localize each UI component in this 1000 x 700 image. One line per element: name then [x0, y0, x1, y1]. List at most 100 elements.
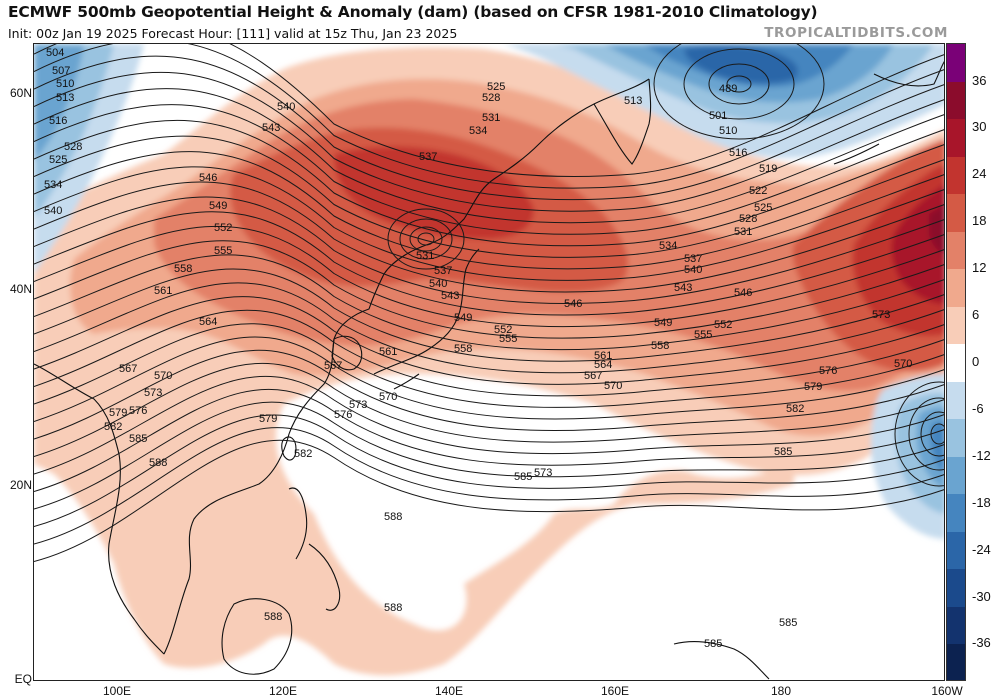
contour-label: 531 [734, 226, 752, 238]
contour-label: 573 [534, 467, 552, 479]
height-contour-line [34, 72, 944, 212]
lat-label-eq: EQ [14, 672, 32, 686]
contour-label: 555 [499, 333, 517, 345]
colorbar-segment [947, 569, 965, 608]
height-contour-line [34, 240, 944, 339]
colorbar-segment [947, 419, 965, 458]
colorbar-tick-label: 24 [972, 166, 987, 182]
colorbar-segment [947, 231, 965, 271]
chart-subtitle: Init: 00z Jan 19 2025 Forecast Hour: [11… [8, 26, 458, 41]
height-contour-line [34, 211, 944, 316]
height-contour-line [34, 414, 944, 527]
colorbar-segment [947, 606, 965, 646]
contour-label: 555 [694, 329, 712, 341]
coastline-kamchatka [593, 78, 652, 165]
colorbar-segment [947, 381, 965, 421]
coastline-philippines [288, 487, 341, 611]
height-contour-line [34, 375, 944, 475]
height-contour-line [34, 151, 944, 270]
contour-label: 579 [109, 407, 127, 419]
contour-label: 588 [264, 611, 282, 623]
contour-label: 546 [199, 172, 217, 184]
lon-label-100e: 100E [102, 684, 132, 698]
height-contour-ring [894, 381, 944, 487]
contour-label: 582 [294, 448, 312, 460]
contour-label: 570 [154, 370, 172, 382]
height-contour-ring [683, 48, 795, 120]
colorbar-segment [947, 119, 965, 158]
contour-label: 516 [49, 115, 67, 127]
height-contour-line [34, 120, 944, 247]
colorbar-segment [947, 44, 965, 83]
contour-label: 516 [729, 147, 747, 159]
contour-label: 558 [174, 263, 192, 275]
contour-label: 528 [64, 141, 82, 153]
contour-label: 582 [786, 403, 804, 415]
colorbar-tick-label: 18 [972, 213, 987, 229]
height-contour-line [34, 427, 944, 545]
anomaly-shading [34, 44, 944, 676]
contour-label: 561 [379, 346, 397, 358]
colorbar-tick-label: 30 [972, 119, 987, 135]
height-contour-line [34, 104, 944, 235]
contour-label: 525 [487, 81, 505, 93]
contour-label: 543 [674, 282, 692, 294]
contour-label: 504 [46, 47, 64, 59]
contour-label: 537 [419, 151, 437, 163]
colorbar-tick-label: -18 [972, 494, 991, 510]
height-anomaly-map: 5045075105135165255285345405465495525555… [34, 44, 944, 680]
coastline-alaska [833, 60, 944, 165]
contour-label: 519 [759, 163, 777, 175]
height-contour-line [34, 55, 944, 201]
height-contour-line [34, 44, 944, 178]
contour-label: 567 [119, 363, 137, 375]
coastline-borneo [221, 598, 293, 675]
contour-label: 561 [594, 350, 612, 362]
lon-label-120e: 120E [268, 684, 298, 698]
height-contour-ring [399, 218, 453, 260]
contour-label: 528 [482, 92, 500, 104]
colorbar-tick-label: -12 [972, 447, 991, 463]
height-contour-line [34, 44, 944, 189]
contour-label: 549 [209, 200, 227, 212]
lat-label-40n: 40N [9, 282, 32, 296]
contour-label: 531 [416, 250, 434, 262]
contour-label: 579 [259, 413, 277, 425]
contour-label: 546 [734, 287, 752, 299]
contour-label: 540 [44, 205, 62, 217]
contour-label: 543 [441, 290, 459, 302]
contour-label: 534 [469, 125, 487, 137]
contour-label: 588 [384, 511, 402, 523]
contour-label: 489 [719, 83, 737, 95]
brand-watermark: TROPICALTIDBITS.COM [764, 25, 948, 41]
contour-label: 585 [514, 471, 532, 483]
contour-label: 576 [334, 409, 352, 421]
contour-label: 552 [714, 319, 732, 331]
contour-label: 525 [49, 154, 67, 166]
height-contour-line [34, 254, 944, 351]
contour-label: 585 [704, 638, 722, 650]
colorbar-segment [947, 156, 965, 196]
colorbar-tick-label: 6 [972, 307, 980, 323]
contour-label: 507 [52, 65, 70, 77]
contour-label: 585 [129, 433, 147, 445]
colorbar-tick-label: 0 [972, 354, 980, 369]
contour-label: 534 [659, 240, 677, 252]
contour-label: 585 [774, 446, 792, 458]
contour-label: 537 [434, 265, 452, 277]
height-contour-line [34, 323, 944, 408]
contour-label: 564 [594, 359, 612, 371]
coastline-asia-east [34, 78, 650, 655]
contour-label: 582 [104, 421, 122, 433]
colorbar-segment [947, 306, 965, 346]
height-contour-line [34, 88, 944, 224]
lon-label-160e: 160E [600, 684, 630, 698]
contour-label: 570 [604, 380, 622, 392]
contour-label: 564 [199, 316, 217, 328]
contour-label: 573 [872, 309, 890, 321]
contour-labels: 5045075105135165255285345405465495525555… [44, 47, 912, 650]
contour-label: 513 [624, 95, 642, 107]
height-contour-line [34, 296, 944, 385]
contour-label: 540 [429, 278, 447, 290]
contour-label: 576 [819, 365, 837, 377]
